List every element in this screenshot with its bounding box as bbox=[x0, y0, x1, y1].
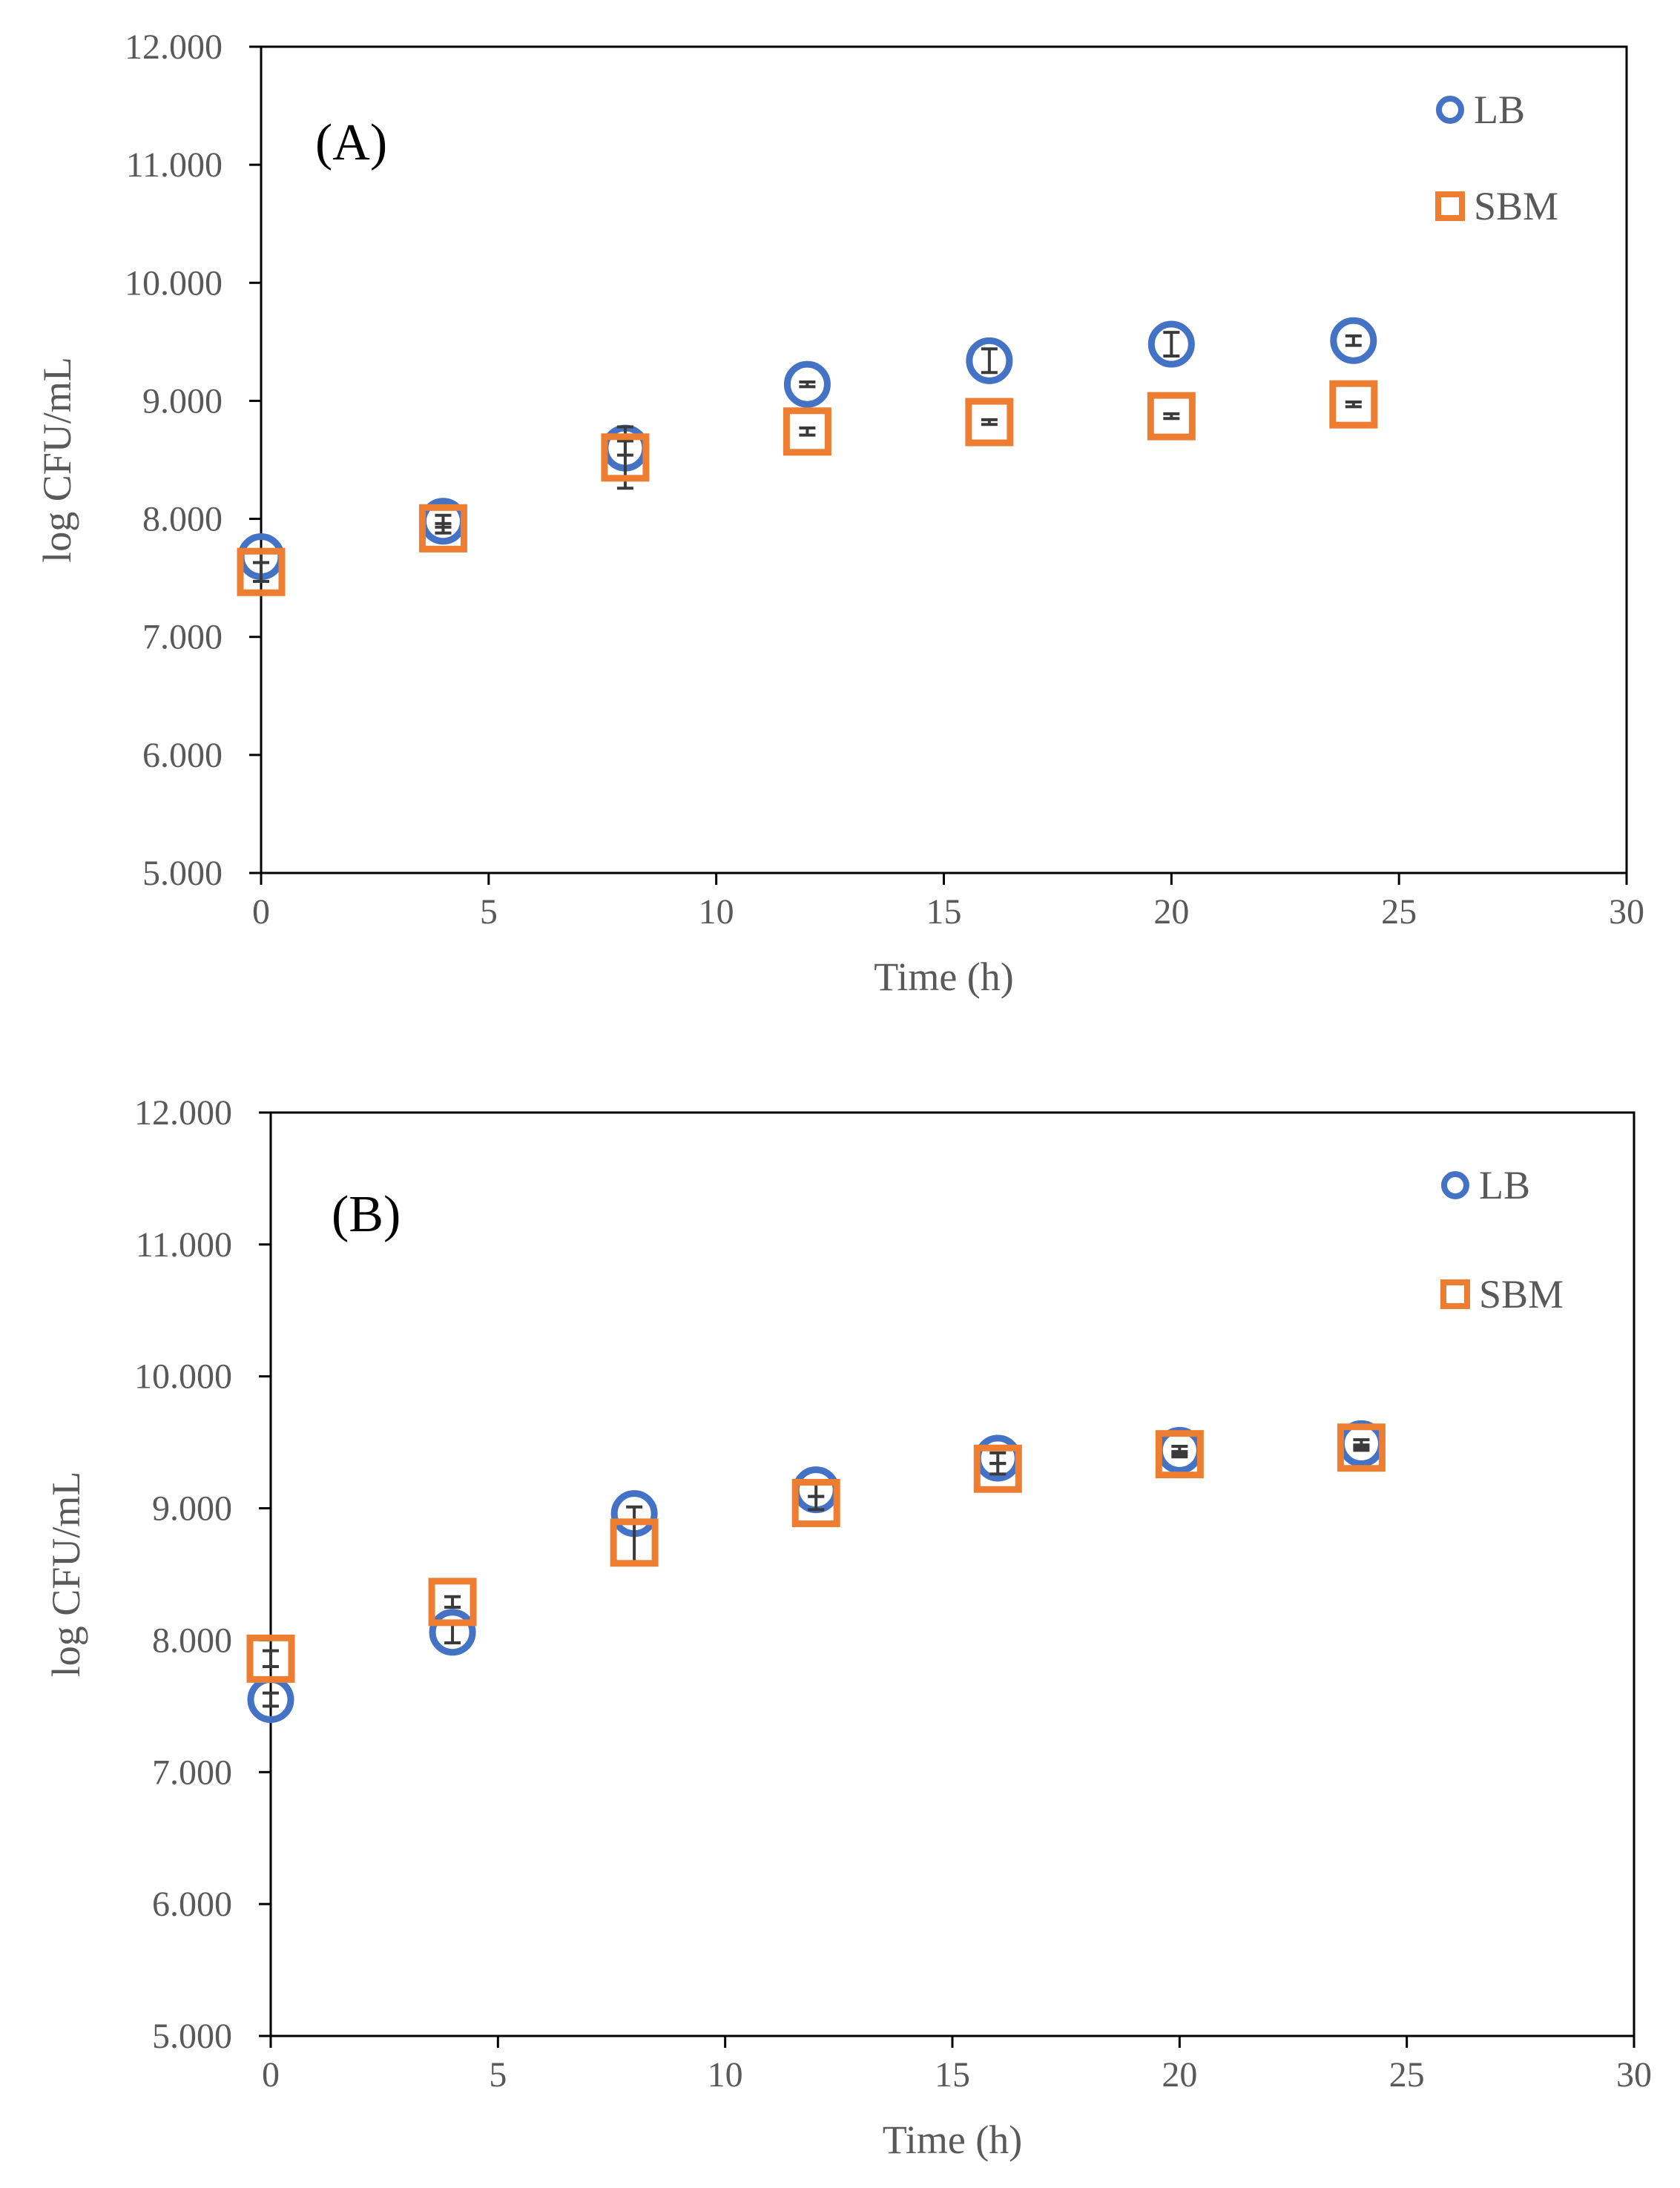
x-tick-label: 20 bbox=[1162, 2055, 1197, 2095]
y-tick-label: 10.000 bbox=[125, 263, 223, 303]
x-tick-label: 10 bbox=[699, 892, 734, 932]
data-point-sbm bbox=[1147, 392, 1196, 441]
y-tick-label: 8.000 bbox=[152, 1621, 232, 1660]
legend-marker-lb bbox=[1441, 1171, 1469, 1199]
legend-label-lb: LB bbox=[1474, 88, 1525, 132]
legend-marker-lb bbox=[1436, 96, 1464, 124]
plot-area-frame bbox=[260, 45, 1628, 874]
y-tick-label: 11.000 bbox=[136, 1225, 232, 1265]
x-tick-label: 15 bbox=[935, 2055, 970, 2095]
data-point-sbm bbox=[783, 407, 831, 456]
x-tick-label: 0 bbox=[262, 2055, 280, 2095]
y-axis-title: log CFU/mL bbox=[35, 357, 79, 563]
x-tick-label: 15 bbox=[926, 892, 962, 932]
data-point-sbm bbox=[610, 1518, 659, 1567]
series-lb bbox=[237, 317, 1377, 580]
chart-panel-b: 5.000 6.000 7.000 8.000 9.000 10.000 11.000 12.… bbox=[44, 1093, 1652, 2162]
y-tick-label: 7.000 bbox=[142, 618, 223, 657]
y-tick-label: 6.000 bbox=[152, 1885, 232, 1924]
y-tick-label: 5.000 bbox=[152, 2017, 232, 2056]
legend-label-lb: LB bbox=[1479, 1163, 1530, 1207]
data-point-sbm bbox=[973, 1444, 1022, 1493]
legend-label-sbm: SBM bbox=[1474, 184, 1558, 228]
legend-label-sbm: SBM bbox=[1479, 1272, 1564, 1317]
y-tick-label: 10.000 bbox=[134, 1357, 232, 1397]
x-tick-label: 5 bbox=[480, 892, 498, 932]
legend-marker-sbm bbox=[1435, 191, 1465, 221]
panel-label: (B) bbox=[332, 1186, 401, 1243]
series-sbm bbox=[246, 1423, 1386, 1683]
series-sbm bbox=[237, 380, 1378, 596]
x-tick-label: 0 bbox=[252, 892, 270, 932]
y-tick-label: 9.000 bbox=[142, 381, 223, 421]
series-lb bbox=[247, 1420, 1385, 1723]
plot-area-frame bbox=[269, 1111, 1635, 2037]
x-tick-label: 30 bbox=[1609, 892, 1644, 932]
y-tick-label: 6.000 bbox=[142, 736, 223, 775]
legend-marker-sbm bbox=[1440, 1279, 1470, 1309]
y-axis-title: log CFU/mL bbox=[44, 1472, 88, 1678]
data-point-lb bbox=[1147, 320, 1195, 368]
x-tick-label: 5 bbox=[489, 2055, 507, 2095]
x-axis-title: Time (h) bbox=[874, 955, 1014, 999]
x-axis-title: Time (h) bbox=[883, 2118, 1023, 2162]
y-tick-label: 12.000 bbox=[134, 1093, 232, 1133]
data-point-sbm bbox=[601, 433, 650, 482]
x-tick-label: 20 bbox=[1153, 892, 1189, 932]
y-tick-label: 9.000 bbox=[152, 1489, 232, 1529]
x-tick-label: 25 bbox=[1389, 2055, 1425, 2095]
legend: LB SBM bbox=[1435, 88, 1558, 228]
x-tick-label: 25 bbox=[1381, 892, 1417, 932]
y-tick-label: 7.000 bbox=[152, 1753, 232, 1792]
legend: LB SBM bbox=[1440, 1163, 1564, 1317]
data-point-sbm bbox=[418, 504, 467, 553]
data-point-sbm bbox=[237, 547, 286, 596]
data-point-sbm bbox=[791, 1478, 840, 1527]
x-tick-label: 10 bbox=[708, 2055, 743, 2095]
chart-panel-a: 5.000 6.000 7.000 8.000 9.000 10.000 11.000 12.… bbox=[35, 27, 1644, 999]
data-point-lb bbox=[1330, 317, 1377, 364]
y-tick-label: 12.000 bbox=[125, 27, 223, 67]
data-point-sbm bbox=[1337, 1423, 1386, 1472]
data-point-sbm bbox=[965, 398, 1014, 447]
data-point-sbm bbox=[1155, 1430, 1204, 1479]
y-tick-label: 8.000 bbox=[142, 500, 223, 539]
y-tick-label: 11.000 bbox=[126, 145, 223, 185]
data-point-sbm bbox=[1329, 380, 1378, 429]
x-tick-label: 30 bbox=[1616, 2055, 1652, 2095]
panel-label: (A) bbox=[315, 114, 387, 171]
data-point-lb bbox=[966, 337, 1013, 384]
data-point-sbm bbox=[428, 1578, 477, 1627]
y-tick-label: 5.000 bbox=[142, 854, 223, 893]
data-point-sbm bbox=[246, 1634, 295, 1683]
data-point-lb bbox=[783, 360, 831, 408]
data-point-lb bbox=[429, 1609, 476, 1656]
